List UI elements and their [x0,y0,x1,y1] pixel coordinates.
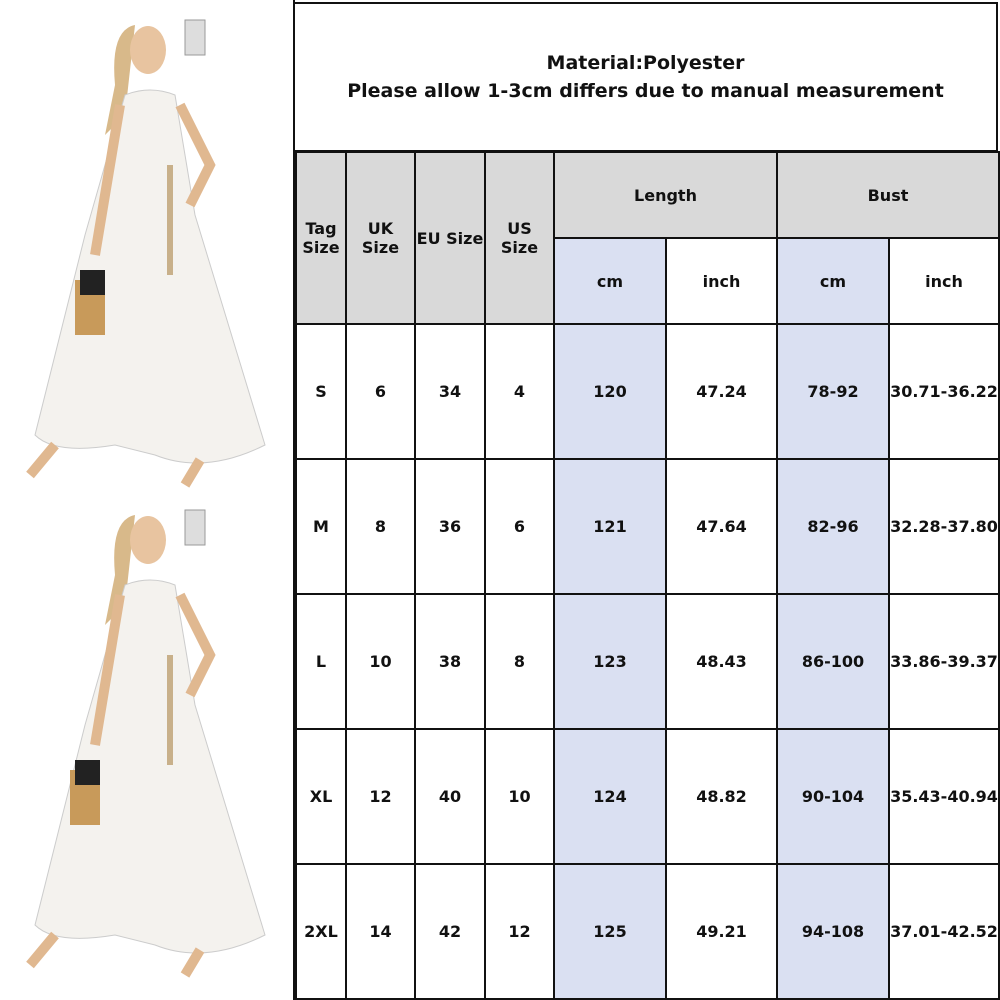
table-row: XL 12 40 10 124 48.82 90-104 35.43-40.94 [295,728,1000,865]
header-us-size: US Size [484,151,555,325]
product-photos [0,0,295,1000]
header-bust: Bust [776,151,1000,239]
header-length: Length [553,151,778,239]
header-length-inch: inch [665,237,778,325]
cell-length-cm: 124 [553,728,667,865]
cell-bust-cm: 86-100 [776,593,890,730]
cell-tag: XL [295,728,347,865]
cell-us: 8 [484,593,555,730]
table-row: M 8 36 6 121 47.64 82-96 32.28-37.80 [295,458,1000,595]
cell-tag: M [295,458,347,595]
size-chart-table: Tag Size UK Size EU Size US Size Length … [295,151,1000,1000]
cell-bust-inch: 37.01-42.52 [888,863,1000,1000]
cell-bust-cm: 82-96 [776,458,890,595]
cell-us: 12 [484,863,555,1000]
table-row: L 10 38 8 123 48.43 86-100 33.86-39.37 [295,593,1000,730]
cell-bust-inch: 32.28-37.80 [888,458,1000,595]
cell-eu: 34 [414,323,486,460]
model-photo-white-lace-dress [26,19,266,488]
cell-tag: L [295,593,347,730]
cell-eu: 42 [414,863,486,1000]
header-tag-size: Tag Size [295,151,347,325]
cell-bust-inch: 35.43-40.94 [888,728,1000,865]
cell-bust-cm: 78-92 [776,323,890,460]
cell-bust-cm: 94-108 [776,863,890,1000]
material-note: Material:Polyester Please allow 1-3cm di… [295,2,998,152]
cell-us: 6 [484,458,555,595]
cell-uk: 12 [345,728,416,865]
header-uk-size: UK Size [345,151,416,325]
cell-uk: 14 [345,863,416,1000]
material-text: Material:Polyester [546,52,745,74]
cell-us: 4 [484,323,555,460]
cell-eu: 36 [414,458,486,595]
cell-bust-inch: 30.71-36.22 [888,323,1000,460]
cell-tag: 2XL [295,863,347,1000]
cell-us: 10 [484,728,555,865]
cell-uk: 8 [345,458,416,595]
cell-length-cm: 123 [553,593,667,730]
cell-bust-cm: 90-104 [776,728,890,865]
header-eu-size: EU Size [414,151,486,325]
table-row: S 6 34 4 120 47.24 78-92 30.71-36.22 [295,323,1000,460]
cell-length-cm: 120 [553,323,667,460]
cell-length-inch: 47.24 [665,323,778,460]
cell-tag: S [295,323,347,460]
cell-length-cm: 121 [553,458,667,595]
header-length-cm: cm [553,237,667,325]
header-bust-inch: inch [888,237,1000,325]
header-bust-cm: cm [776,237,890,325]
cell-length-inch: 48.82 [665,728,778,865]
cell-length-cm: 125 [553,863,667,1000]
measurement-note: Please allow 1-3cm differs due to manual… [347,80,944,102]
cell-bust-inch: 33.86-39.37 [888,593,1000,730]
cell-uk: 6 [345,323,416,460]
cell-eu: 38 [414,593,486,730]
cell-length-inch: 49.21 [665,863,778,1000]
cell-length-inch: 48.43 [665,593,778,730]
model-photo-white-lace-dress [26,509,266,978]
cell-length-inch: 47.64 [665,458,778,595]
table-row: 2XL 14 42 12 125 49.21 94-108 37.01-42.52 [295,863,1000,1000]
cell-uk: 10 [345,593,416,730]
cell-eu: 40 [414,728,486,865]
